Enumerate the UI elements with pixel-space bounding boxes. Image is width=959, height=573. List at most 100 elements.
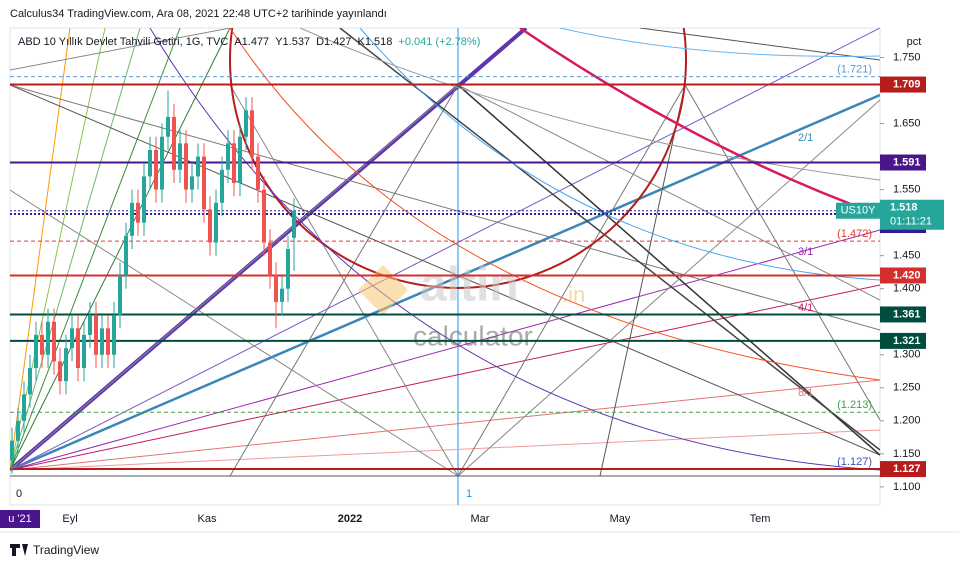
- candle-body: [190, 176, 194, 190]
- candle-body: [208, 209, 212, 243]
- symbol-label: US10Y: [841, 205, 877, 217]
- candle-body: [136, 202, 140, 223]
- candle-body: [28, 367, 32, 395]
- plot-frame: [9, 27, 881, 506]
- candle-body: [70, 328, 74, 349]
- note-label: (1.472): [837, 228, 872, 240]
- candle-body: [16, 420, 20, 441]
- watermark-text: calculator: [413, 320, 533, 351]
- candle-body: [154, 149, 158, 190]
- candle-body: [118, 275, 122, 316]
- brand-logo: [10, 544, 28, 556]
- x-tick-label: Eyl: [62, 513, 77, 525]
- candle-body: [112, 315, 116, 355]
- legend-text: ABD 10 Yıllık Devlet Tahvili Getiri, 1G,…: [18, 36, 228, 48]
- candle-body: [124, 235, 128, 276]
- drawing-label: 3/1: [798, 246, 813, 258]
- candle-body: [40, 334, 44, 355]
- candle-body: [214, 202, 218, 243]
- candle-body: [52, 321, 56, 362]
- legend-text: A1.477: [234, 36, 269, 48]
- candle-body: [166, 116, 170, 137]
- level-tag-label: 1.591: [893, 156, 921, 168]
- candle-body: [268, 242, 272, 276]
- price-tag: [880, 199, 944, 230]
- x-tick-label: May: [610, 513, 631, 525]
- candle-body: [184, 143, 188, 190]
- y-tick-label: 1.650: [893, 117, 921, 129]
- candle-body: [100, 328, 104, 355]
- candle-body: [76, 328, 80, 368]
- level-tag-label: 1.321: [893, 335, 921, 347]
- symbol-tag: [836, 202, 880, 219]
- level-tag-label: 1.127: [893, 463, 921, 475]
- y-tick-label: 1.300: [893, 349, 921, 361]
- candle-body: [88, 315, 92, 335]
- note-label: (1.721): [837, 64, 872, 76]
- candle-body: [64, 348, 68, 382]
- x-tick-label: Mar: [471, 513, 490, 525]
- brand: TradingView: [33, 543, 99, 557]
- price-tag-label: 1.518: [890, 202, 918, 214]
- candle-body: [106, 328, 110, 355]
- x-tick-label: Tem: [750, 513, 771, 525]
- published: Calculus34 TradingView.com, Ara 08, 2021…: [10, 8, 387, 20]
- candle-body: [238, 136, 242, 183]
- y-tick-label: 1.250: [893, 382, 921, 394]
- candle-body: [292, 210, 296, 238]
- level-tag-label: 1.709: [893, 78, 921, 90]
- level-tag: [880, 267, 926, 284]
- x-tick-label: u '21: [8, 513, 32, 525]
- y-tick-label: 1.450: [893, 250, 921, 262]
- candle-body: [286, 249, 290, 289]
- y-tick-label: 1.200: [893, 415, 921, 427]
- candle-body: [202, 156, 206, 210]
- legend-text: Y1.537: [275, 36, 310, 48]
- candle-body: [10, 440, 14, 461]
- drawing-label: 1: [466, 488, 472, 500]
- x-tick-label: Kas: [198, 513, 217, 525]
- drawing-label: 2/1: [798, 132, 813, 144]
- candle-body: [232, 143, 236, 183]
- candle-body: [280, 288, 284, 302]
- drawing-label: 0: [16, 488, 22, 500]
- candle-body: [22, 394, 26, 421]
- candle-body: [46, 321, 50, 355]
- countdown: 01:11:21: [890, 216, 932, 228]
- candle-body: [142, 176, 146, 223]
- candle-body: [244, 110, 248, 137]
- legend-text: K1.518: [358, 36, 393, 48]
- y-tick-label: 1.550: [893, 184, 921, 196]
- y-tick-label: 1.400: [893, 283, 921, 295]
- candle-body: [262, 189, 266, 243]
- level-tag: [880, 154, 926, 171]
- level-tag: [880, 306, 926, 323]
- watermark: altin .in calculator: [358, 259, 585, 351]
- note-label: (1.127): [837, 456, 872, 468]
- candle-body: [250, 110, 254, 157]
- candle-body: [196, 156, 200, 177]
- candle-body: [178, 143, 182, 170]
- level-tag: [880, 461, 926, 478]
- legend-text: D1.427: [316, 36, 351, 48]
- drawing-label: 8/1: [798, 387, 813, 399]
- candle-body: [256, 156, 260, 190]
- candle-body: [82, 334, 86, 368]
- x-label-highlight: [0, 510, 40, 528]
- watermark-text: altin: [420, 259, 519, 312]
- level-tag: [880, 332, 926, 349]
- candle-body: [94, 315, 98, 355]
- candle-body: [148, 149, 152, 177]
- candle-body: [58, 361, 62, 382]
- candle-body: [130, 202, 134, 236]
- candle-body: [220, 169, 224, 203]
- x-tick-label: 2022: [338, 513, 362, 525]
- candle-body: [160, 136, 164, 190]
- y-tick-label: 1.150: [893, 448, 921, 460]
- candle-body: [274, 275, 278, 302]
- level-tag: [880, 76, 926, 93]
- drawing-label: 4/1: [798, 302, 813, 314]
- legend-text: +0.041 (+2.78%): [398, 36, 480, 48]
- candle-body: [172, 116, 176, 170]
